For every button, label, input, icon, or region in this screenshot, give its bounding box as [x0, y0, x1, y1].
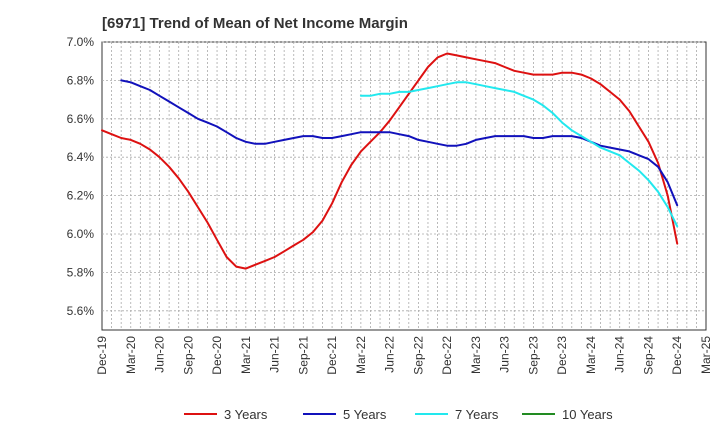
y-tick-label: 6.2%	[67, 189, 95, 203]
horizontal-gridlines	[102, 41, 706, 312]
x-tick-label: Dec-23	[555, 336, 569, 375]
x-tick-label: Mar-22	[354, 336, 368, 374]
vertical-gridlines	[111, 42, 697, 330]
x-tick-label: Sep-23	[526, 336, 540, 375]
y-tick-label: 5.8%	[67, 265, 95, 279]
series-line-7-years	[359, 81, 679, 228]
x-tick-label: Dec-20	[210, 336, 224, 375]
legend: 3 Years 5 Years 7 Years 10 Years	[184, 407, 613, 422]
x-tick-label: Sep-22	[411, 336, 425, 375]
x-tick-label: Jun-21	[268, 336, 282, 373]
x-tick-label: Dec-24	[670, 336, 684, 375]
x-tick-label: Mar-23	[469, 336, 483, 374]
y-tick-label: 6.4%	[67, 150, 95, 164]
x-tick-label: Jun-20	[153, 336, 167, 373]
chart-title: [6971] Trend of Mean of Net Income Margi…	[102, 15, 408, 32]
x-axis-tick-labels: Dec-19 Mar-20 Jun-20 Sep-20 Dec-20 Mar-21 Jun-…	[95, 336, 713, 375]
y-axis-tick-labels: 5.6% 5.8% 6.0% 6.2% 6.4% 6.6% 6.8% 7.0%	[67, 35, 95, 318]
legend-label: 3 Years	[224, 407, 268, 422]
x-tick-label: Dec-22	[440, 336, 454, 375]
x-tick-label: Sep-20	[181, 336, 195, 375]
y-tick-label: 7.0%	[67, 35, 95, 49]
x-tick-label: Sep-21	[296, 336, 310, 375]
series-line-5-years	[120, 79, 679, 207]
x-tick-label: Jun-24	[613, 336, 627, 373]
legend-label: 10 Years	[562, 407, 613, 422]
x-tick-label: Mar-21	[239, 336, 253, 374]
x-tick-label: Dec-19	[95, 336, 109, 375]
y-tick-label: 6.6%	[67, 112, 95, 126]
x-tick-label: Mar-25	[699, 336, 713, 374]
x-tick-label: Sep-24	[641, 336, 655, 375]
legend-label: 7 Years	[455, 407, 499, 422]
y-tick-label: 6.0%	[67, 227, 95, 241]
x-tick-label: Jun-22	[383, 336, 397, 373]
x-tick-label: Dec-21	[325, 336, 339, 375]
x-tick-label: Jun-23	[498, 336, 512, 373]
legend-label: 5 Years	[343, 407, 387, 422]
x-tick-label: Mar-20	[124, 336, 138, 374]
y-tick-label: 6.8%	[67, 73, 95, 87]
series-lines	[101, 52, 679, 270]
x-tick-label: Mar-24	[584, 336, 598, 374]
y-tick-label: 5.6%	[67, 304, 95, 318]
series-line-3-years	[101, 52, 679, 270]
plot-area	[101, 41, 707, 331]
